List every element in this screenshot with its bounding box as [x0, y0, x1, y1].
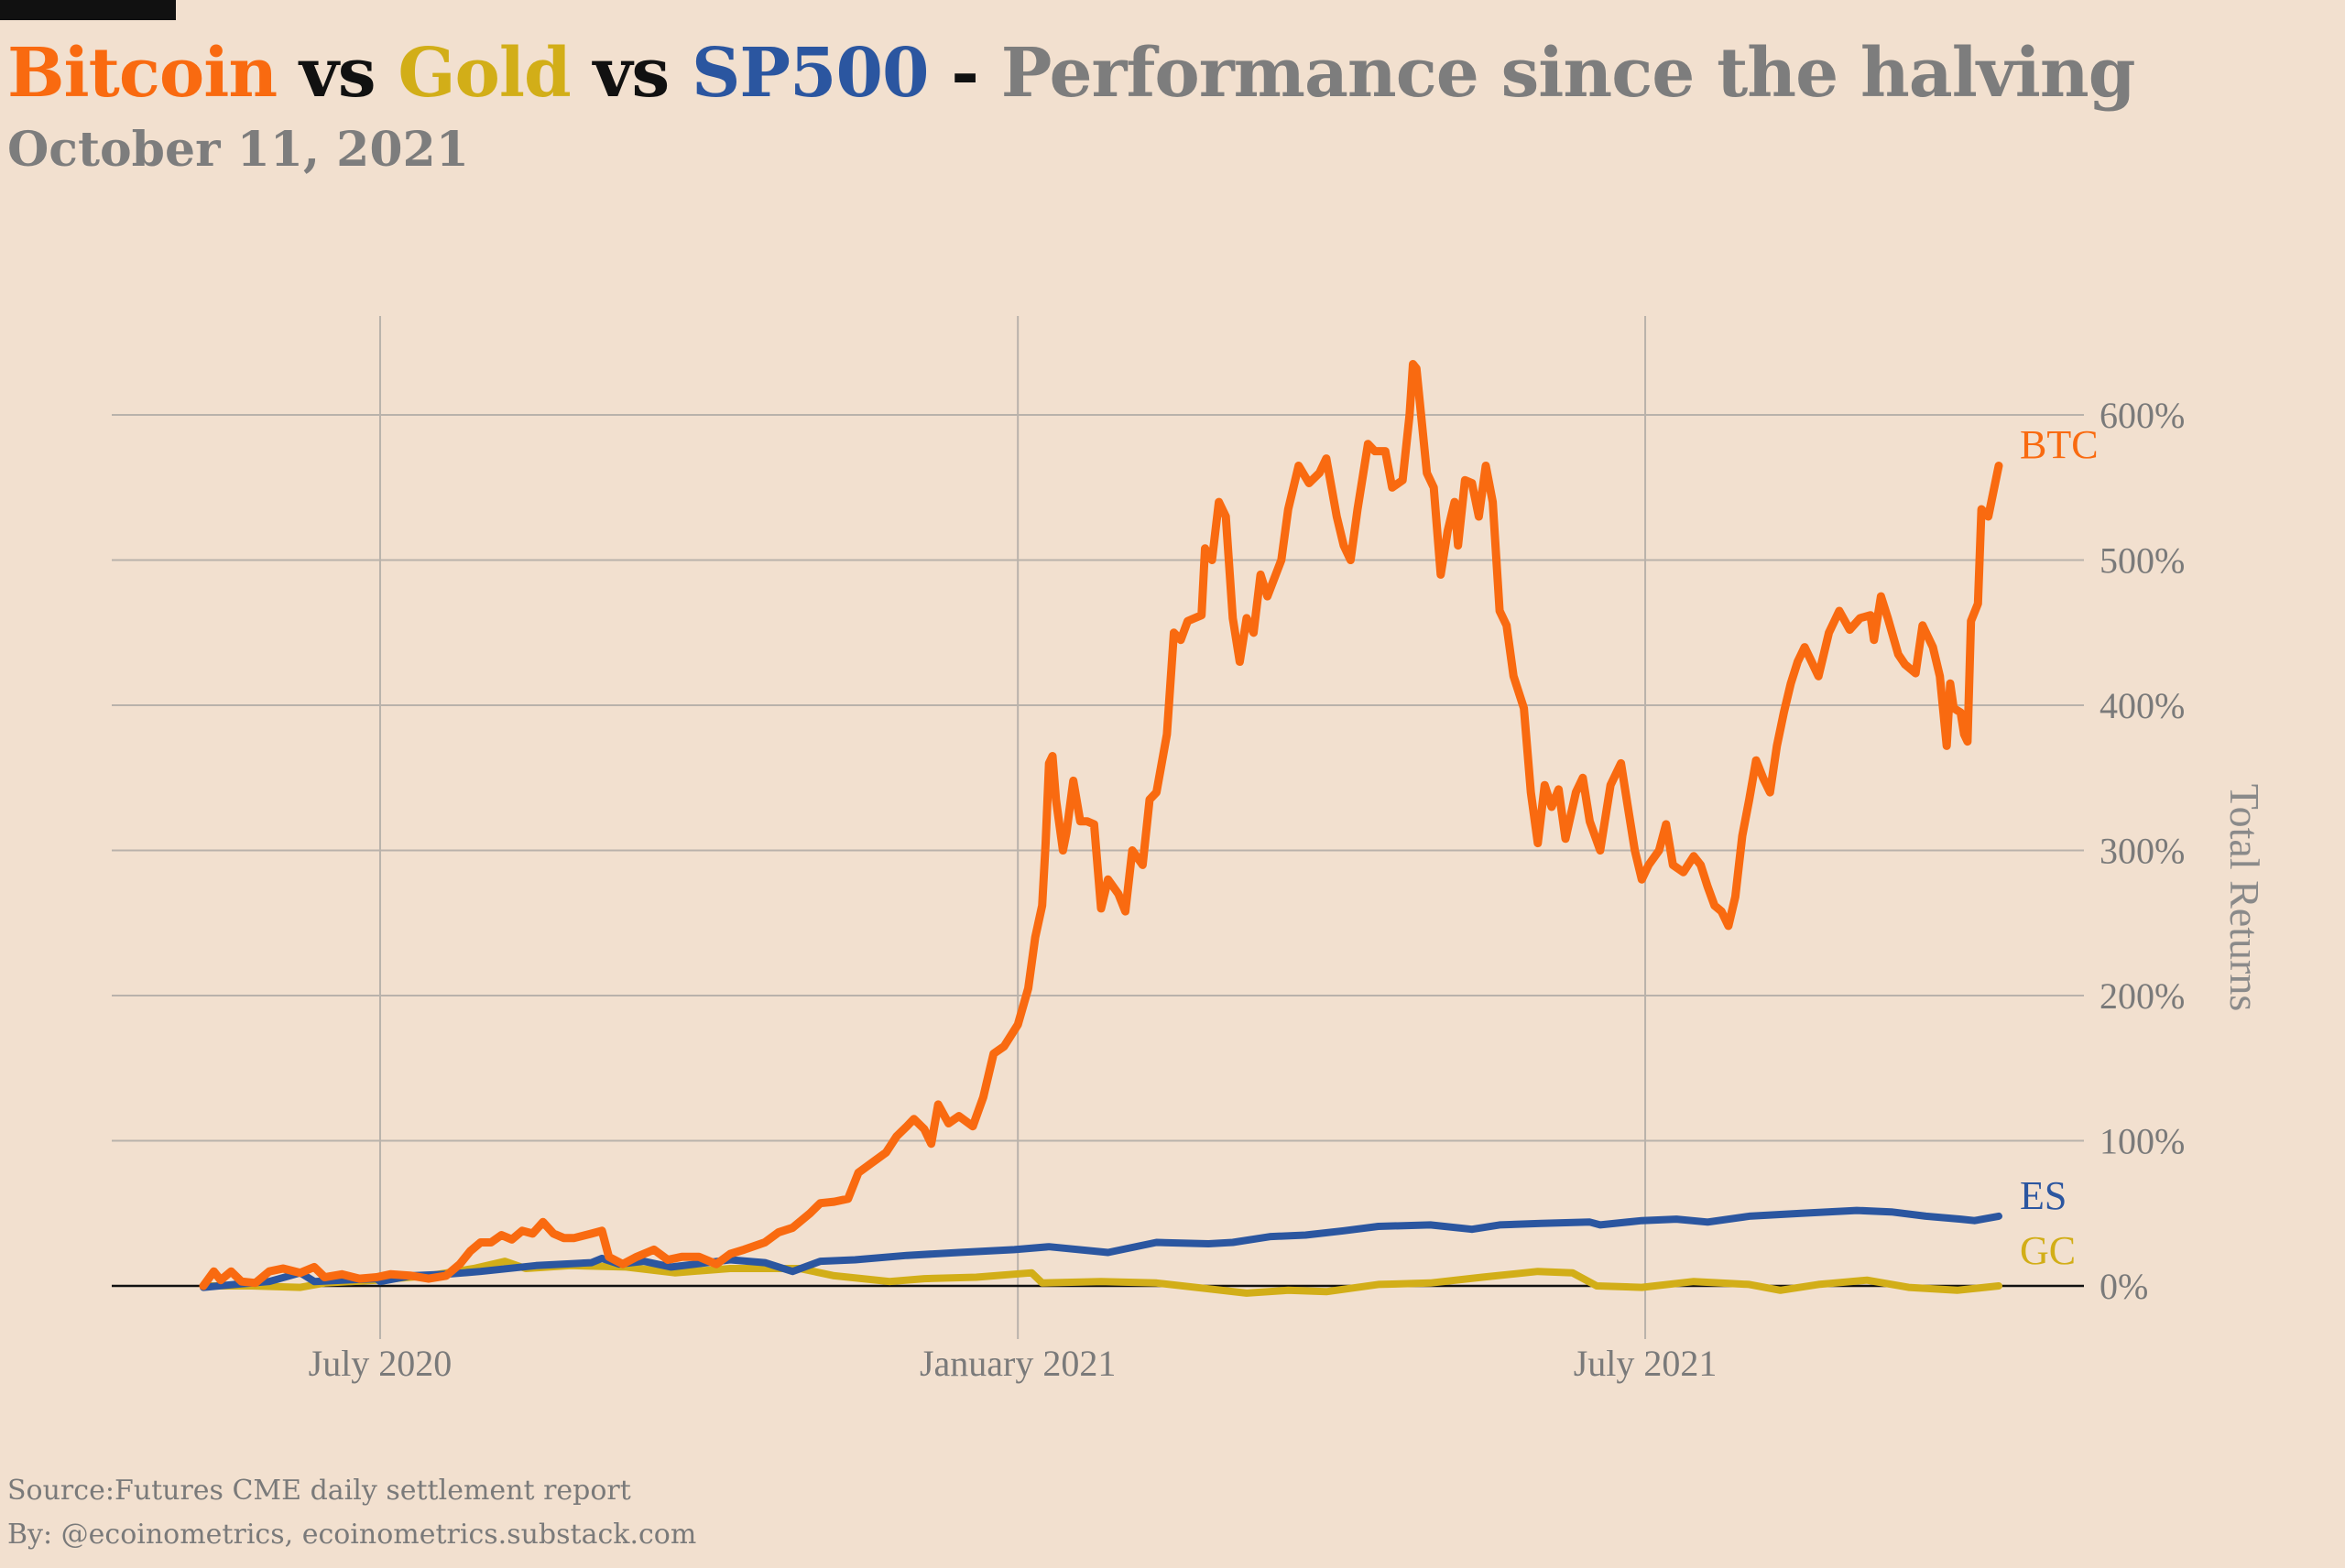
series-line-btc — [199, 360, 2003, 1290]
title-part-performance: Performance since the halving — [1000, 34, 2136, 113]
y-tick-label: 200% — [2100, 975, 2185, 1017]
title-part-vs-1: vs — [277, 34, 398, 113]
series-layer — [199, 360, 2003, 1297]
y-axis-title: Total Returns — [2221, 784, 2268, 1011]
title-part-gold: Gold — [398, 34, 571, 113]
source-notes: Source:Futures CME daily settlement repo… — [7, 1469, 696, 1557]
label-layer: 0% 100% 200% 300% 400% 500% 600% July 2020 Janua… — [309, 395, 2268, 1384]
title-part-bitcoin: Bitcoin — [7, 34, 278, 113]
x-tick-label: July 2020 — [309, 1343, 453, 1384]
corner-tab — [0, 0, 176, 20]
y-tick-label: 500% — [2100, 540, 2185, 582]
title-part-vs-2: vs — [570, 34, 692, 113]
source-text: Source:Futures CME daily settlement repo… — [7, 1475, 631, 1507]
x-tick-label: July 2021 — [1574, 1343, 1718, 1384]
y-tick-label: 0% — [2100, 1266, 2148, 1307]
series-label-btc: BTC — [2020, 422, 2099, 467]
series-label-es: ES — [2020, 1173, 2067, 1218]
chart-date: October 11, 2021 — [7, 122, 469, 178]
series-label-gc: GC — [2020, 1228, 2076, 1273]
title-part-dash: - — [928, 34, 1001, 113]
y-tick-label: 100% — [2100, 1121, 2185, 1162]
y-tick-label: 300% — [2100, 831, 2185, 872]
chart-title: Bitcoin vs Gold vs SP500 - Performance s… — [7, 27, 2136, 119]
grid-layer — [112, 316, 2084, 1339]
y-tick-label: 600% — [2100, 395, 2185, 436]
y-tick-label: 400% — [2100, 685, 2185, 726]
x-tick-label: January 2021 — [920, 1343, 1116, 1384]
title-part-sp500: SP500 — [691, 34, 930, 113]
series-line-gc — [200, 1258, 2002, 1297]
byline-text: By: @ecoinometrics, ecoinometrics.substa… — [7, 1519, 697, 1551]
